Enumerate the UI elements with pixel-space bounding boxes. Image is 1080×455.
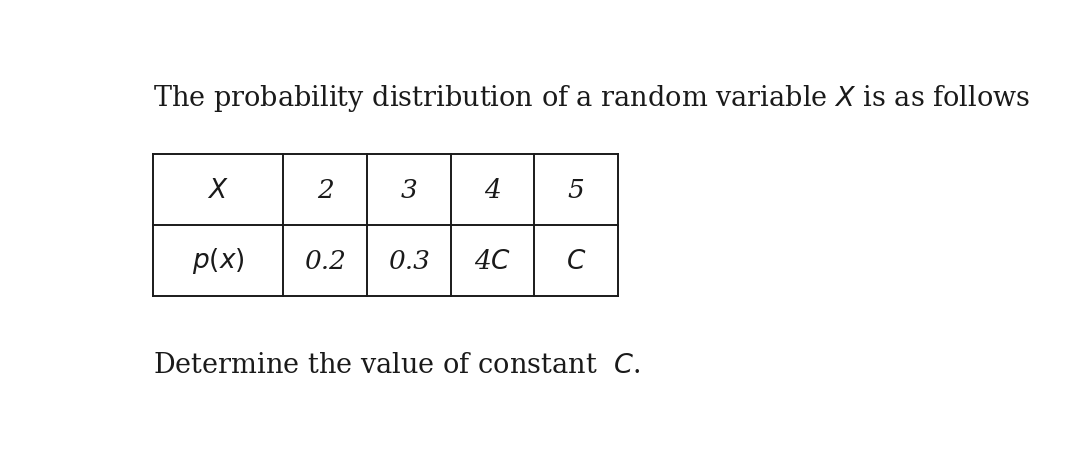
Text: 4$C$: 4$C$: [474, 248, 511, 273]
Text: The probability distribution of a random variable $X$ is as follows: The probability distribution of a random…: [153, 83, 1030, 114]
Text: 4: 4: [484, 177, 501, 202]
Text: 0.2: 0.2: [305, 248, 346, 273]
Text: $C$: $C$: [566, 248, 586, 273]
Text: 3: 3: [401, 177, 417, 202]
Text: Determine the value of constant  $C$.: Determine the value of constant $C$.: [153, 351, 640, 378]
Text: 5: 5: [568, 177, 584, 202]
Text: $p(x)$: $p(x)$: [192, 246, 245, 276]
Text: 0.3: 0.3: [388, 248, 430, 273]
Text: $X$: $X$: [207, 177, 229, 202]
Text: 2: 2: [316, 177, 334, 202]
